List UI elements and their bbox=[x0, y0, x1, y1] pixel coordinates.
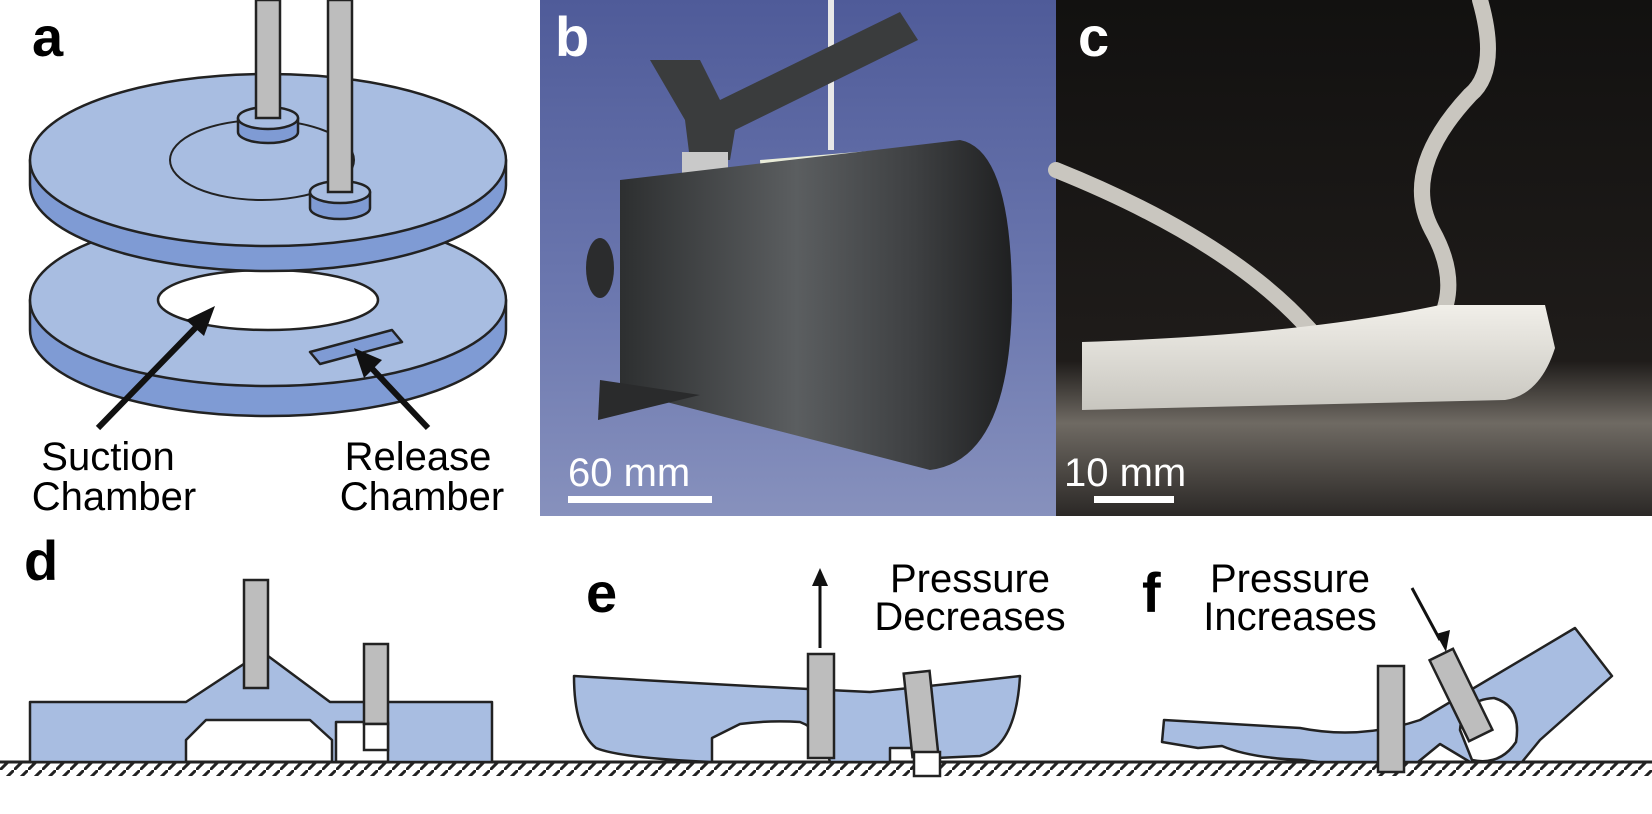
panel-f: f Pressure Increases bbox=[1142, 557, 1614, 774]
panel-a: a Suction Chamber Release Chamber bbox=[28, 0, 508, 519]
release-arrow-head bbox=[354, 348, 382, 378]
scale-bar-c bbox=[1094, 496, 1174, 503]
release-fitting bbox=[308, 0, 372, 221]
ground-hatch bbox=[0, 762, 1652, 776]
suction-rod-e bbox=[806, 652, 836, 760]
release-chamber-label-2: Chamber bbox=[340, 475, 505, 519]
release-chamber-d bbox=[362, 722, 390, 752]
side-button bbox=[586, 238, 614, 298]
pressure-arrow-head-f bbox=[1436, 630, 1450, 652]
release-chamber-slot bbox=[308, 328, 404, 366]
panel-label-f: f bbox=[1142, 561, 1161, 624]
left-tube bbox=[1048, 162, 1318, 338]
panel-c: 10 mm c bbox=[1048, 0, 1652, 516]
gripper-tip bbox=[598, 380, 700, 420]
suction-rod-f bbox=[1376, 664, 1406, 774]
scale-bar-b bbox=[568, 496, 712, 503]
pressure-decreases-line-1: Pressure bbox=[890, 557, 1050, 601]
suction-rod-d bbox=[242, 578, 270, 690]
panel-label-c: c bbox=[1078, 5, 1109, 68]
y-handle bbox=[650, 12, 918, 160]
suction-chamber-label-2: Chamber bbox=[32, 475, 197, 519]
scale-text-b: 60 mm bbox=[568, 451, 690, 495]
soft-pad bbox=[1082, 305, 1555, 410]
suction-chamber-label-1: Suction bbox=[41, 435, 174, 479]
pressure-increases-line-2: Increases bbox=[1203, 595, 1376, 639]
right-tube bbox=[1413, 0, 1496, 328]
release-chamber-e bbox=[912, 750, 942, 778]
gripper-section-e bbox=[572, 674, 1022, 764]
gripper-body bbox=[620, 140, 1012, 470]
suction-fitting bbox=[236, 0, 300, 145]
suction-arrow-head bbox=[186, 306, 215, 336]
release-arrow-line bbox=[361, 357, 431, 431]
suction-arrow-line bbox=[95, 315, 208, 431]
release-chamber-label-1: Release bbox=[345, 435, 492, 479]
panel-b: 60 mm b bbox=[540, 0, 1056, 516]
release-rod-f bbox=[1427, 647, 1495, 743]
pressure-arrow-f bbox=[1410, 587, 1442, 641]
pressure-decreases-line-2: Decreases bbox=[874, 595, 1065, 639]
panel-label-e: e bbox=[586, 561, 617, 624]
suction-tube bbox=[254, 0, 282, 120]
panel-d: d bbox=[24, 529, 494, 764]
panel-label-a: a bbox=[32, 5, 64, 68]
panel-e: e Pressure Decreases bbox=[572, 557, 1066, 778]
photo-c-background bbox=[1056, 0, 1652, 516]
panel-label-d: d bbox=[24, 529, 58, 592]
pressure-arrow-head-e bbox=[812, 568, 828, 586]
release-tube bbox=[326, 0, 354, 194]
panel-label-b: b bbox=[555, 5, 589, 68]
release-rod-d bbox=[362, 642, 390, 726]
scale-text-c: 10 mm bbox=[1064, 451, 1186, 495]
pressure-increases-line-1: Pressure bbox=[1210, 557, 1370, 601]
